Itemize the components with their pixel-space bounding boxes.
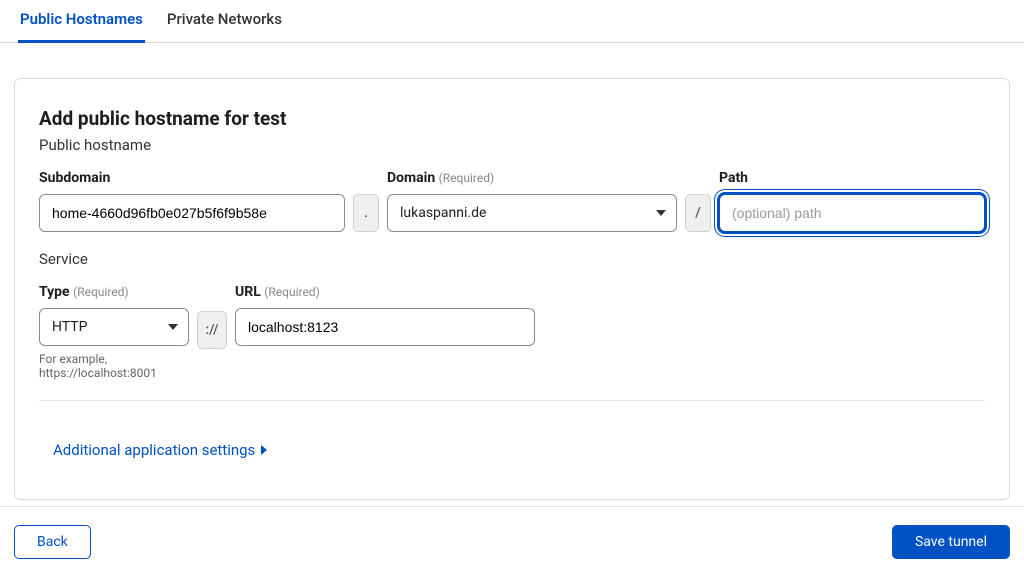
hostname-card: Add public hostname for test Public host… [14, 78, 1010, 500]
additional-settings-toggle[interactable]: Additional application settings [39, 441, 267, 459]
field-subdomain: Subdomain [39, 170, 345, 232]
separator-slash: / [685, 194, 711, 232]
chevron-down-icon [168, 324, 178, 330]
service-row: Type (Required) HTTP For example, https:… [39, 284, 985, 380]
label-url: URL (Required) [235, 284, 535, 300]
hostname-row: Subdomain . Domain (Required) lukaspanni… [39, 170, 985, 232]
chevron-down-icon [656, 210, 666, 216]
field-path: Path [719, 170, 985, 232]
label-subdomain: Subdomain [39, 170, 345, 186]
url-input[interactable] [235, 308, 535, 346]
label-path: Path [719, 170, 985, 186]
tab-public-hostnames[interactable]: Public Hostnames [18, 0, 145, 43]
separator-dot: . [353, 194, 379, 232]
save-button[interactable]: Save tunnel [892, 525, 1010, 559]
type-select[interactable]: HTTP [39, 308, 189, 346]
field-url: URL (Required) [235, 284, 535, 346]
footer: Back Save tunnel [0, 506, 1024, 559]
example-text: For example, https://localhost:8001 [39, 352, 189, 380]
tab-private-networks[interactable]: Private Networks [165, 0, 284, 42]
section-service: Service [39, 250, 985, 268]
chevron-right-icon [261, 445, 267, 455]
path-input[interactable] [719, 194, 985, 232]
label-domain: Domain (Required) [387, 170, 677, 186]
divider [39, 400, 985, 401]
section-public-hostname: Public hostname [39, 136, 985, 154]
field-type: Type (Required) HTTP For example, https:… [39, 284, 189, 380]
separator-scheme: :// [197, 311, 227, 349]
expander-label: Additional application settings [53, 441, 255, 459]
page-title: Add public hostname for test [39, 107, 985, 130]
label-type: Type (Required) [39, 284, 189, 300]
scheme-sep-wrap: :// [197, 284, 227, 349]
tabs: Public Hostnames Private Networks [0, 0, 1024, 43]
type-value: HTTP [52, 319, 87, 335]
domain-select[interactable]: lukaspanni.de [387, 194, 677, 232]
back-button[interactable]: Back [14, 525, 91, 559]
domain-value: lukaspanni.de [400, 205, 486, 221]
subdomain-input[interactable] [39, 194, 345, 232]
field-domain: Domain (Required) lukaspanni.de [387, 170, 677, 232]
